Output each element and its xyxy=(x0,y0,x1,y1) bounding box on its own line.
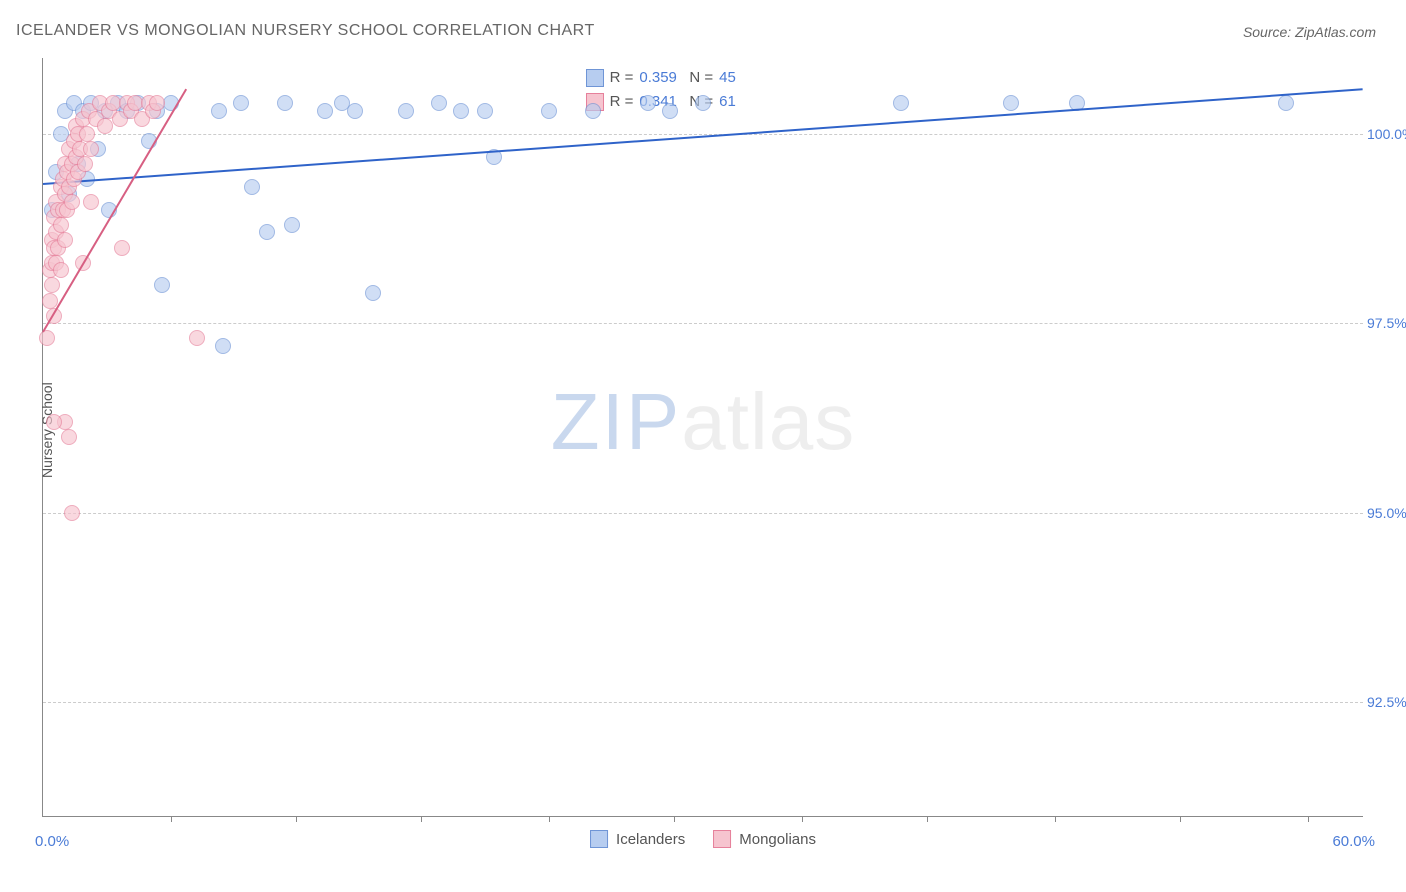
data-point xyxy=(149,95,165,111)
data-point xyxy=(79,126,95,142)
legend-label: Icelanders xyxy=(616,831,685,848)
y-tick-label: 95.0% xyxy=(1367,505,1406,521)
data-point xyxy=(662,103,678,119)
data-point xyxy=(211,103,227,119)
data-point xyxy=(585,103,601,119)
data-point xyxy=(64,505,80,521)
x-tick xyxy=(296,816,297,822)
data-point xyxy=(477,103,493,119)
data-point xyxy=(77,156,93,172)
x-tick xyxy=(171,816,172,822)
x-tick xyxy=(421,816,422,822)
data-point xyxy=(42,293,58,309)
stats-row: R =0.359N =45 xyxy=(586,66,764,90)
data-point xyxy=(83,194,99,210)
data-point xyxy=(893,95,909,111)
stats-n-value: 45 xyxy=(719,66,763,90)
data-point xyxy=(695,95,711,111)
legend-item: Icelanders xyxy=(590,830,685,848)
data-point xyxy=(114,240,130,256)
gridline-h xyxy=(43,513,1363,514)
x-axis-min-label: 0.0% xyxy=(35,833,69,850)
stats-n-label: N = xyxy=(689,66,713,90)
data-point xyxy=(1278,95,1294,111)
chart-title: ICELANDER VS MONGOLIAN NURSERY SCHOOL CO… xyxy=(16,22,595,40)
y-axis-label: Nursery School xyxy=(39,382,55,478)
data-point xyxy=(398,103,414,119)
legend-item: Mongolians xyxy=(713,830,816,848)
legend-swatch xyxy=(586,69,604,87)
x-tick xyxy=(1180,816,1181,822)
x-axis-max-label: 60.0% xyxy=(1332,833,1375,850)
data-point xyxy=(57,232,73,248)
y-tick-label: 92.5% xyxy=(1367,694,1406,710)
data-point xyxy=(277,95,293,111)
x-tick xyxy=(674,816,675,822)
data-point xyxy=(189,330,205,346)
stats-n-value: 61 xyxy=(719,90,763,114)
data-point xyxy=(61,429,77,445)
gridline-h xyxy=(43,323,1363,324)
x-tick xyxy=(802,816,803,822)
data-point xyxy=(244,179,260,195)
legend-label: Mongolians xyxy=(739,831,816,848)
legend-swatch xyxy=(590,830,608,848)
data-point xyxy=(64,194,80,210)
y-tick-label: 100.0% xyxy=(1367,126,1406,142)
data-point xyxy=(259,224,275,240)
data-point xyxy=(347,103,363,119)
gridline-h xyxy=(43,702,1363,703)
plot-area: Nursery School ZIPatlas R =0.359N =45R =… xyxy=(42,58,1363,817)
legend-swatch xyxy=(713,830,731,848)
x-tick xyxy=(927,816,928,822)
data-point xyxy=(233,95,249,111)
data-point xyxy=(44,277,60,293)
watermark: ZIPatlas xyxy=(551,376,855,468)
data-point xyxy=(53,262,69,278)
y-tick-label: 97.5% xyxy=(1367,315,1406,331)
x-tick xyxy=(549,816,550,822)
data-point xyxy=(39,330,55,346)
x-tick xyxy=(1055,816,1056,822)
x-tick xyxy=(1308,816,1309,822)
stats-r-value: 0.359 xyxy=(639,66,683,90)
data-point xyxy=(97,118,113,134)
stats-r-label: R = xyxy=(610,90,634,114)
watermark-zip: ZIP xyxy=(551,377,681,466)
data-point xyxy=(83,141,99,157)
data-point xyxy=(46,414,62,430)
data-point xyxy=(317,103,333,119)
data-point xyxy=(284,217,300,233)
source-label: Source: ZipAtlas.com xyxy=(1243,24,1376,40)
watermark-atlas: atlas xyxy=(681,377,855,466)
data-point xyxy=(640,95,656,111)
data-point xyxy=(53,217,69,233)
data-point xyxy=(215,338,231,354)
data-point xyxy=(431,95,447,111)
data-point xyxy=(365,285,381,301)
data-point xyxy=(541,103,557,119)
data-point xyxy=(154,277,170,293)
bottom-legend: Icelanders Mongolians xyxy=(590,830,816,848)
stats-r-label: R = xyxy=(610,66,634,90)
data-point xyxy=(453,103,469,119)
data-point xyxy=(1003,95,1019,111)
